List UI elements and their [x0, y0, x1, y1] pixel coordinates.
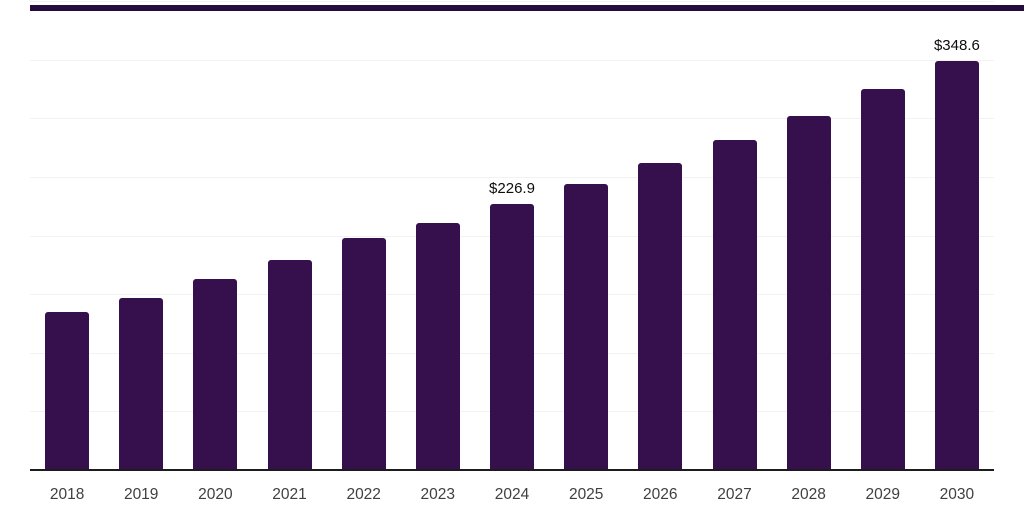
- bar-2020: [193, 279, 238, 470]
- bar-2027: [712, 140, 757, 470]
- x-axis-tick-label-2030: 2030: [939, 486, 975, 503]
- gridline: [30, 1, 994, 2]
- bar-2030: [934, 61, 979, 470]
- x-axis-tick-label-2023: 2023: [420, 486, 456, 503]
- gridline: [30, 118, 994, 120]
- gridline: [30, 59, 994, 61]
- bar-2018: [45, 311, 90, 470]
- bar-2019: [119, 298, 164, 470]
- x-axis-tick-label-2025: 2025: [568, 486, 604, 503]
- x-axis-tick-label-2018: 2018: [49, 486, 85, 503]
- bar-2029: [860, 88, 905, 470]
- gridline: [30, 176, 994, 178]
- bar-2025: [564, 184, 609, 470]
- bar-2022: [341, 238, 386, 470]
- x-axis-tick-label-2021: 2021: [272, 486, 307, 503]
- bar-value-label-2024: $226.9: [489, 180, 535, 197]
- bar-2023: [415, 223, 460, 470]
- x-axis-tick-label-2028: 2028: [791, 486, 826, 503]
- x-axis-tick-label-2026: 2026: [643, 486, 678, 503]
- bar-2024: [490, 204, 534, 470]
- x-axis-tick-label-2027: 2027: [717, 486, 752, 503]
- x-axis-tick-label-2029: 2029: [865, 486, 901, 503]
- x-axis-tick-label-2020: 2020: [198, 486, 233, 503]
- x-axis-tick-label-2024: 2024: [494, 486, 530, 503]
- cropped-dark-strip: [30, 5, 1024, 11]
- x-axis-tick-label-2019: 2019: [123, 486, 159, 503]
- bar-2026: [638, 163, 683, 470]
- x-axis-line: [30, 469, 994, 471]
- bar-value-label-2030: $348.6: [933, 37, 980, 55]
- bar-2028: [786, 116, 831, 470]
- bar-2021: [267, 260, 312, 470]
- x-axis-tick-label-2022: 2022: [346, 486, 381, 503]
